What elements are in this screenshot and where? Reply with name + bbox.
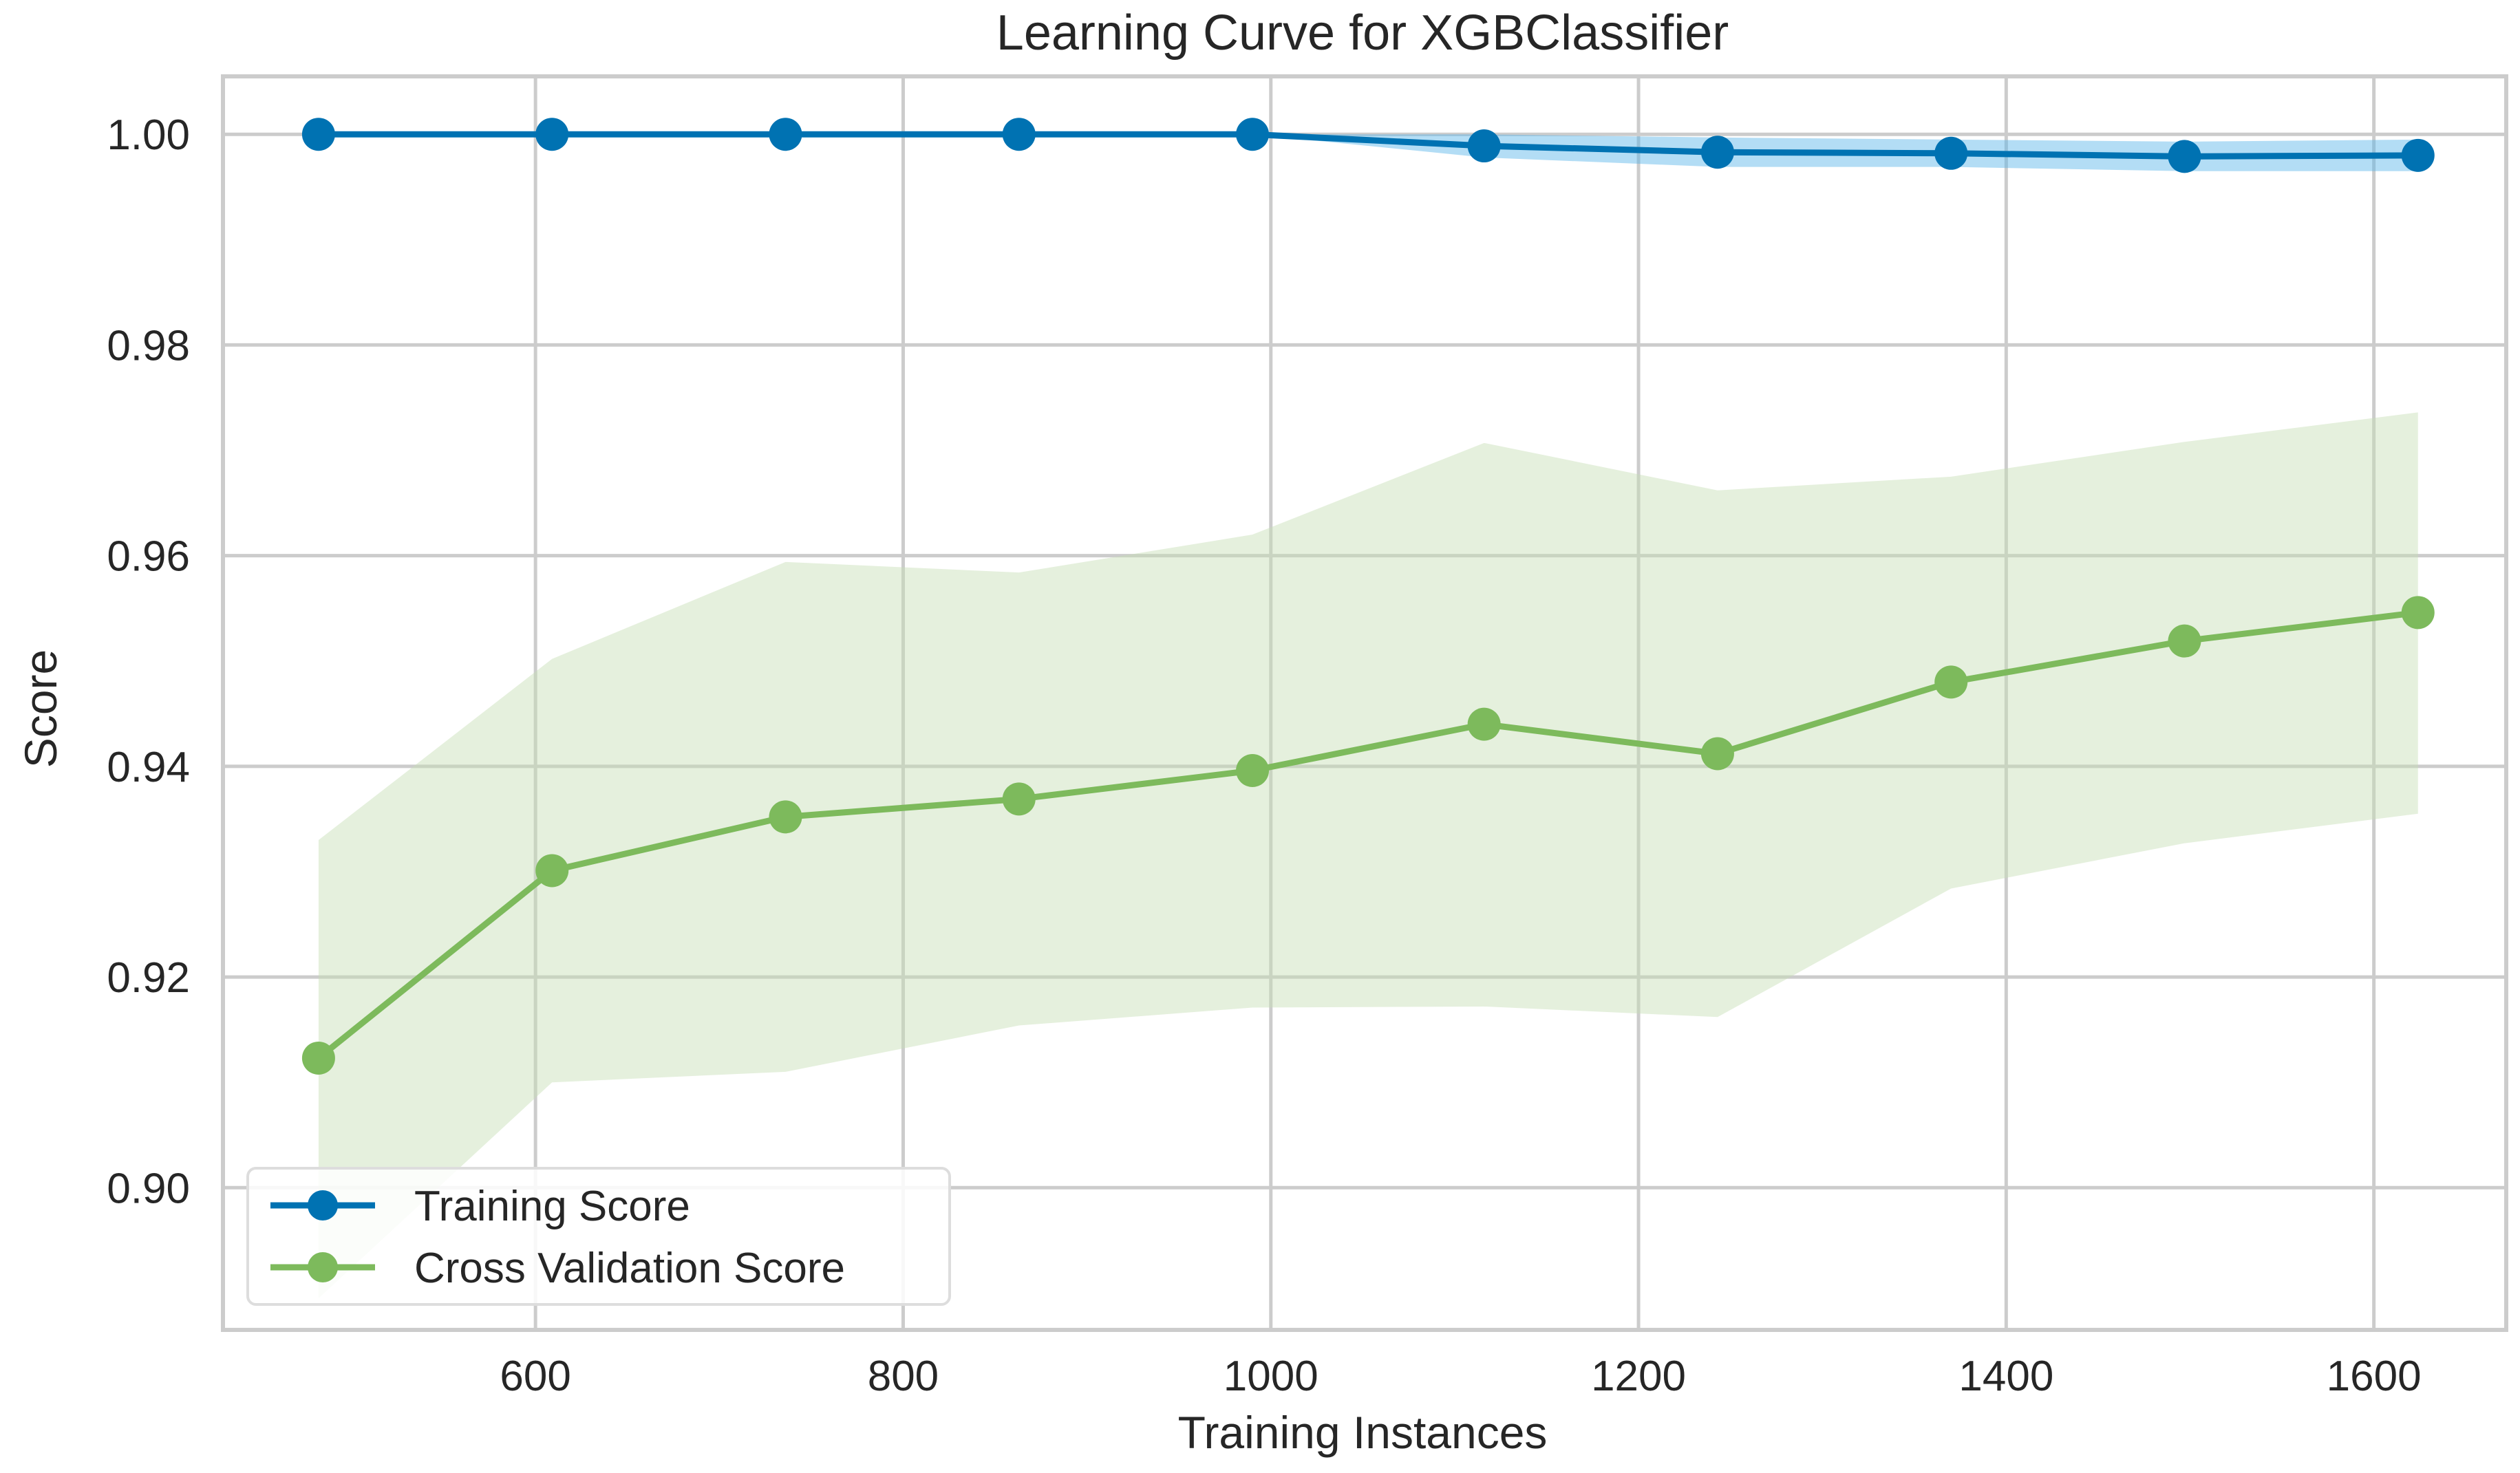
legend-swatch-cv-marker — [308, 1252, 338, 1282]
training-score-point — [1467, 129, 1501, 163]
cross-validation-score-point — [2401, 596, 2435, 630]
cross-validation-score-point — [535, 854, 569, 888]
x-tick-label: 600 — [500, 1353, 570, 1400]
cross-validation-score-point — [2168, 624, 2201, 658]
training-score-point — [535, 118, 569, 151]
confidence-bands — [318, 134, 2418, 1299]
tick-labels: 600 800 1000 1200 1400 1600 0.90 0.92 0.94 0.96 0.… — [107, 111, 2421, 1400]
cross-validation-score-point — [1934, 665, 1968, 699]
training-score-point — [301, 118, 335, 151]
training-score-point — [1700, 136, 1734, 169]
y-tick-label: 0.94 — [107, 744, 190, 791]
cross-validation-score-point — [1236, 753, 1270, 787]
training-score-point — [1002, 118, 1036, 151]
grid-lines — [223, 76, 2506, 1330]
training-score-band — [318, 134, 2418, 171]
plot-frame — [221, 74, 2508, 1332]
training-score-point — [1236, 118, 1270, 151]
x-tick-label: 1600 — [2327, 1353, 2422, 1400]
y-tick-label: 0.98 — [107, 322, 190, 369]
cross-validation-score-point — [1700, 737, 1734, 771]
x-axis-label: Training Instances — [1178, 1407, 1548, 1458]
training-score-point — [1934, 136, 1968, 170]
legend-label-training-score: Training Score — [414, 1183, 690, 1230]
cross-validation-score-band — [318, 412, 2418, 1299]
legend-label-cross-validation-score: Cross Validation Score — [414, 1245, 845, 1292]
x-tick-label: 1200 — [1591, 1353, 1686, 1400]
cross-validation-score-point — [1002, 782, 1036, 816]
training-score-line — [318, 131, 2418, 160]
series-lines — [317, 131, 2419, 1061]
y-tick-label: 1.00 — [107, 111, 190, 159]
cross-validation-score-line — [317, 609, 2419, 1061]
legend-box — [246, 1167, 951, 1306]
cross-validation-score-point — [769, 800, 802, 834]
training-score-point — [2168, 140, 2201, 173]
y-tick-label: 0.92 — [107, 954, 190, 1002]
chart-title: Learning Curve for XGBClassifier — [996, 6, 1729, 61]
y-tick-label: 0.96 — [107, 533, 190, 581]
legend-swatch-training-marker — [308, 1190, 338, 1221]
legend: Training Score Cross Validation Score — [246, 1167, 951, 1306]
cross-validation-score-point — [301, 1041, 335, 1075]
x-tick-label: 800 — [868, 1353, 939, 1400]
y-tick-label: 0.90 — [107, 1165, 190, 1212]
cross-validation-score-point — [1467, 707, 1501, 741]
x-tick-label: 1400 — [1958, 1353, 2053, 1400]
y-axis-label: Score — [15, 649, 66, 768]
training-score-point — [2401, 138, 2435, 172]
training-score-point — [769, 118, 802, 151]
series-markers — [301, 118, 2435, 1075]
x-tick-label: 1000 — [1224, 1353, 1318, 1400]
